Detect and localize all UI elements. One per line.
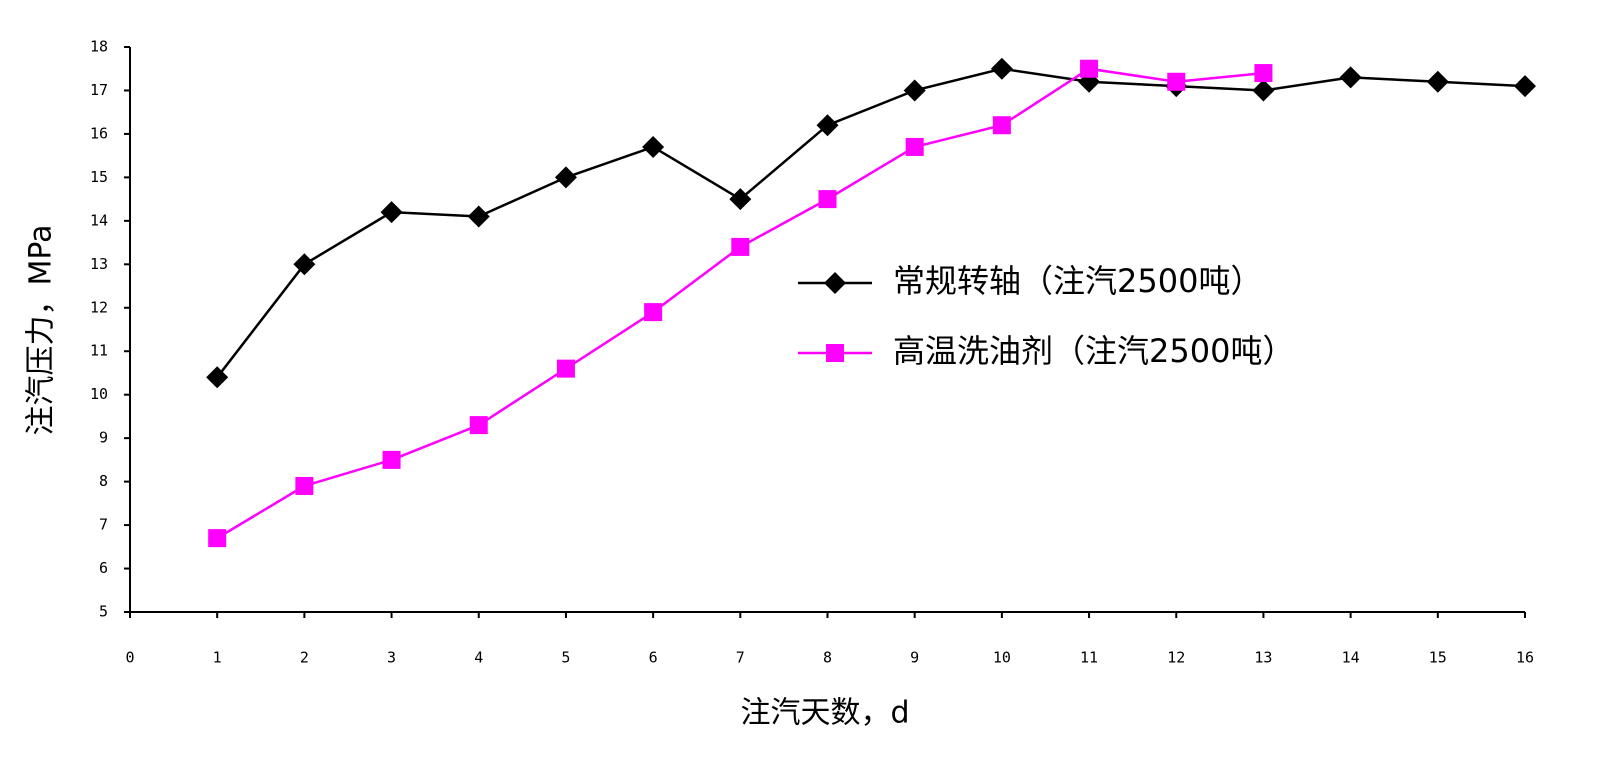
y-tick-label: 6 [99, 559, 108, 577]
x-tick-label: 6 [649, 649, 658, 667]
x-tick-label: 7 [736, 649, 745, 667]
x-tick-label: 13 [1254, 649, 1272, 667]
marker [293, 253, 316, 276]
x-tick-label: 8 [823, 649, 832, 667]
marker [556, 359, 575, 378]
x-tick-label: 5 [561, 649, 570, 667]
x-tick-label: 12 [1167, 649, 1185, 667]
legend-marker [826, 344, 844, 362]
marker [729, 188, 752, 211]
y-tick-label: 12 [90, 298, 108, 316]
marker [208, 529, 227, 548]
series-line [216, 67, 1526, 379]
y-axis-label: 注汽压力，MPa [24, 224, 59, 435]
x-tick-label: 4 [474, 649, 483, 667]
legend-label: 常规转轴（注汽2500吨） [893, 262, 1262, 300]
y-tick-label: 18 [90, 38, 108, 56]
y-tick-label: 7 [99, 516, 108, 534]
marker [903, 79, 926, 102]
marker [469, 416, 488, 435]
marker [731, 237, 750, 256]
marker [1080, 59, 1099, 78]
x-tick-label: 11 [1080, 649, 1098, 667]
marker [1339, 66, 1362, 89]
y-tick-label: 11 [90, 342, 108, 360]
x-tick-label: 0 [125, 649, 134, 667]
x-tick-label: 14 [1342, 649, 1360, 667]
marker [1252, 79, 1275, 102]
marker [1426, 70, 1449, 93]
marker [1514, 75, 1536, 98]
marker [644, 303, 663, 322]
x-tick-label: 9 [910, 649, 919, 667]
marker [1254, 64, 1273, 83]
x-tick-label: 3 [387, 649, 396, 667]
x-tick-label: 16 [1516, 649, 1534, 667]
y-tick-label: 15 [90, 168, 108, 186]
x-tick-label: 10 [993, 649, 1011, 667]
marker [380, 201, 403, 224]
legend-marker [824, 272, 846, 294]
y-tick-label: 16 [90, 124, 108, 142]
marker [554, 166, 577, 189]
x-axis-label: 注汽天数，d [740, 696, 909, 731]
x-tick-label: 1 [213, 649, 222, 667]
y-tick-label: 5 [99, 603, 108, 621]
y-tick-label: 9 [99, 429, 108, 447]
marker [816, 114, 839, 137]
y-tick-label: 13 [90, 255, 108, 273]
marker [992, 116, 1011, 135]
marker [467, 205, 490, 228]
y-tick-label: 8 [99, 472, 108, 490]
legend-label: 高温洗油剂（注汽2500吨） [893, 332, 1294, 370]
y-tick-label: 14 [90, 211, 108, 229]
y-tick-label: 10 [90, 385, 108, 403]
marker [818, 190, 837, 209]
marker [382, 450, 401, 469]
x-tick-label: 15 [1429, 649, 1447, 667]
marker [206, 366, 229, 389]
y-tick-label: 17 [90, 81, 108, 99]
marker [295, 476, 314, 495]
series-line [216, 67, 1264, 540]
x-tick-label: 2 [300, 649, 309, 667]
marker [990, 57, 1013, 80]
marker [905, 137, 924, 156]
marker [1167, 72, 1186, 91]
marker [642, 135, 665, 158]
